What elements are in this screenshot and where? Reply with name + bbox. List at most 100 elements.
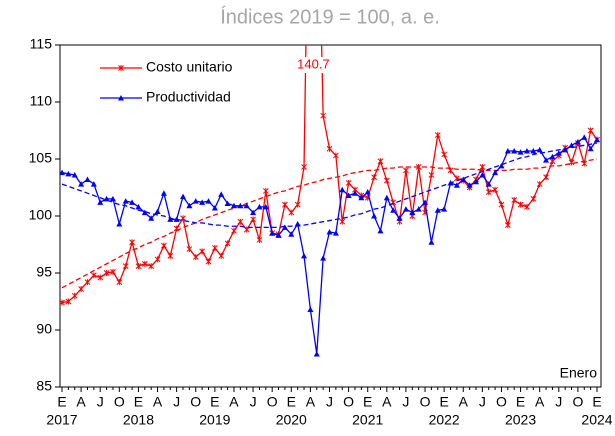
marker (504, 222, 511, 229)
marker (301, 252, 308, 259)
marker (269, 230, 276, 236)
marker (460, 176, 467, 183)
marker (511, 148, 518, 154)
marker (173, 216, 180, 222)
marker (332, 230, 339, 236)
marker (301, 163, 307, 170)
x-tick-label: J (555, 394, 562, 410)
x-tick-label: A (76, 394, 86, 410)
marker (383, 194, 390, 201)
x-tick-label: E (57, 394, 66, 410)
marker (141, 260, 148, 267)
marker (313, 350, 320, 357)
marker (199, 248, 205, 255)
marker (154, 256, 161, 263)
marker (116, 279, 123, 286)
year-label: 2017 (46, 412, 77, 428)
marker (351, 190, 358, 196)
marker (231, 227, 237, 234)
data-label: 140.7 (297, 56, 330, 71)
marker (415, 206, 422, 212)
x-tick-label: O (114, 394, 125, 410)
marker (262, 187, 269, 194)
x-tick-label: O (343, 394, 354, 410)
x-tick-label: A (306, 394, 316, 410)
marker (218, 252, 225, 259)
marker (517, 201, 524, 208)
marker (492, 169, 499, 176)
x-tick-label: J (97, 394, 104, 410)
marker (523, 148, 530, 154)
marker (90, 181, 97, 187)
x-tick-label: E (287, 394, 296, 410)
marker (466, 182, 473, 188)
marker (60, 169, 65, 176)
y-tick-label: 105 (29, 150, 53, 166)
marker (212, 244, 218, 251)
x-tick-label: J (402, 394, 409, 410)
marker (371, 174, 377, 181)
marker (339, 186, 346, 193)
x-tick-label: A (459, 394, 469, 410)
y-tick-label: 115 (30, 36, 53, 52)
marker (587, 145, 594, 152)
marker (543, 174, 549, 181)
marker (90, 272, 97, 279)
year-label: 2022 (429, 412, 460, 428)
marker (345, 179, 352, 186)
marker (288, 209, 295, 216)
marker (160, 190, 167, 196)
year-label: 2019 (199, 412, 230, 428)
annotation: Enero (560, 365, 598, 381)
marker (530, 195, 537, 202)
marker (536, 146, 543, 153)
y-tick-label: 90 (36, 321, 52, 337)
marker (339, 218, 346, 225)
marker (441, 151, 447, 158)
marker (148, 215, 155, 221)
marker (118, 65, 124, 71)
marker (256, 236, 263, 243)
marker (192, 198, 199, 204)
marker (517, 149, 524, 155)
marker (479, 163, 486, 170)
marker (587, 127, 594, 134)
marker (275, 232, 282, 238)
marker (434, 132, 441, 139)
marker (562, 146, 569, 153)
marker (428, 239, 435, 245)
x-tick-label: O (496, 394, 507, 410)
x-tick-label: J (250, 394, 257, 410)
marker (218, 191, 225, 197)
year-label: 2020 (276, 412, 307, 428)
marker (129, 239, 135, 246)
marker (250, 209, 257, 216)
marker (594, 136, 600, 143)
marker (78, 181, 85, 187)
marker (186, 202, 193, 209)
x-tick-label: J (479, 394, 486, 410)
marker (161, 242, 167, 249)
marker (390, 207, 397, 213)
marker (402, 206, 409, 212)
marker (71, 171, 78, 178)
marker (71, 292, 78, 299)
marker (574, 138, 581, 145)
x-tick-label: E (516, 394, 525, 410)
marker (173, 225, 180, 232)
x-tick-label: A (535, 394, 545, 410)
marker (211, 205, 218, 211)
marker (377, 158, 384, 165)
marker (192, 254, 199, 261)
x-tick-label: E (134, 394, 143, 410)
marker (485, 181, 492, 187)
marker (479, 171, 486, 178)
marker (326, 228, 333, 235)
marker (294, 220, 301, 227)
data-label-bg (295, 57, 332, 73)
marker (358, 194, 365, 201)
marker (326, 145, 333, 152)
marker (288, 231, 295, 237)
marker (230, 202, 237, 209)
